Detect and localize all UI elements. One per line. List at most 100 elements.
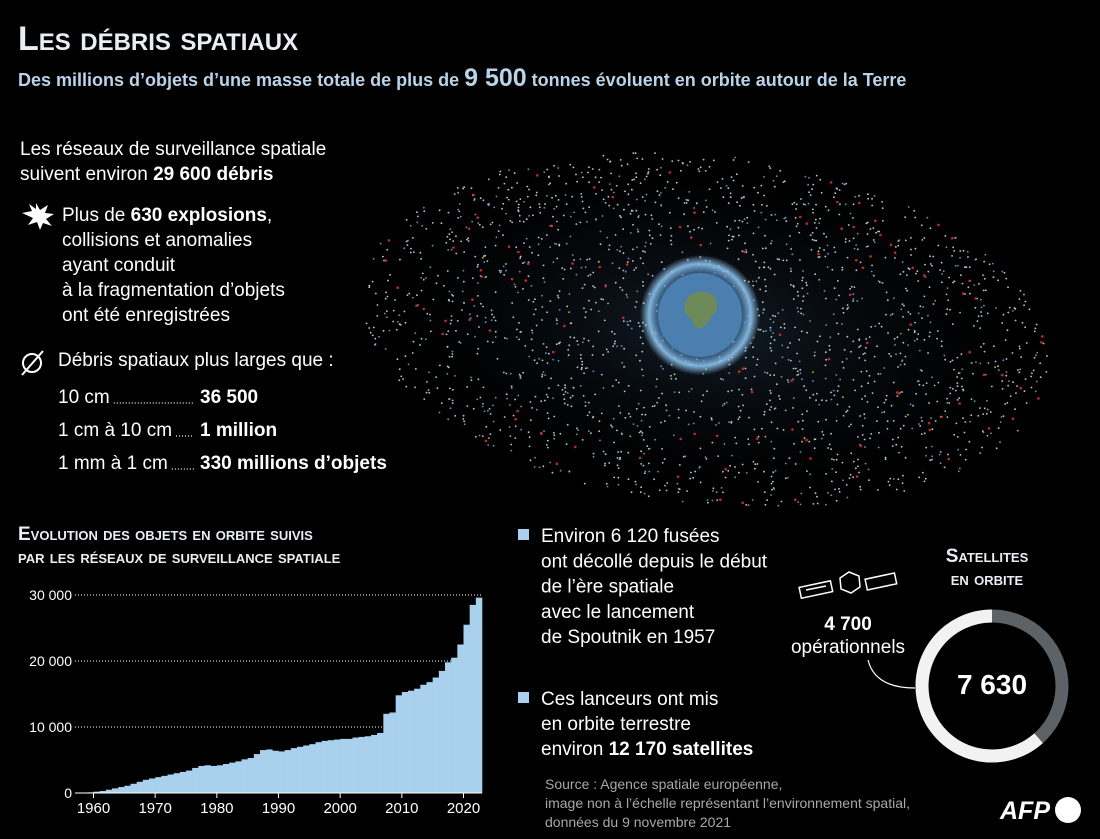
bar <box>327 740 335 793</box>
bar <box>445 662 452 793</box>
size-label: 10 cm <box>58 387 110 408</box>
subtitle-text: Des millions d’objets d’une masse totale… <box>18 70 464 90</box>
bar <box>426 682 433 793</box>
fact-text: , <box>267 205 272 226</box>
source: Source : Agence spatiale européenne, <box>545 776 782 792</box>
bar <box>315 742 322 793</box>
y-tick-label: 20 000 <box>29 653 72 669</box>
bar <box>401 692 409 793</box>
debris-image <box>356 146 1054 514</box>
x-tick-label: 2010 <box>385 800 418 817</box>
bar <box>414 688 421 793</box>
bar <box>297 746 304 793</box>
bar <box>420 684 427 793</box>
bar <box>383 713 390 793</box>
bar <box>229 762 236 793</box>
size-label: 1 cm à 10 cm <box>58 420 172 441</box>
fact-number: 630 explosions <box>131 205 267 226</box>
bar <box>223 763 230 793</box>
bar <box>130 783 137 793</box>
fact-text: en orbite terrestre <box>541 714 691 735</box>
bar <box>142 779 150 793</box>
source: données du 9 novembre 2021 <box>545 814 731 830</box>
donut-operational-arc <box>915 609 1043 763</box>
bar <box>260 750 267 793</box>
operational-label: opérationnels <box>791 637 905 658</box>
bar <box>290 748 298 793</box>
x-tick-label: 1960 <box>77 800 110 817</box>
bullet <box>518 529 529 540</box>
debris-dots <box>384 171 1044 505</box>
bar <box>149 778 156 793</box>
bar <box>457 644 464 793</box>
bar <box>463 624 470 793</box>
bar <box>241 759 248 793</box>
source: image non à l’échelle représentant l’env… <box>545 795 910 811</box>
x-tick-label: 2020 <box>447 800 480 817</box>
bar <box>272 750 279 793</box>
fact-text: avec le lancement <box>541 602 695 623</box>
fact-text: environ <box>541 739 609 760</box>
y-tick-label: 10 000 <box>29 719 72 735</box>
fact-text: collisions et anomalies <box>62 230 252 251</box>
bar <box>173 773 181 793</box>
fact-text: Plus de <box>62 205 131 226</box>
bar <box>284 750 292 793</box>
bar <box>216 765 224 793</box>
bar <box>451 657 458 793</box>
bar <box>155 777 162 793</box>
bar <box>167 774 174 793</box>
debris-dots <box>372 156 1039 507</box>
bar <box>377 732 384 793</box>
satellite-icon <box>798 571 898 600</box>
bar <box>432 677 440 793</box>
bar <box>469 604 477 793</box>
bar <box>198 765 205 793</box>
bullet <box>518 692 529 703</box>
donut-title: en orbite <box>951 569 1024 590</box>
fact-text: de l’ère spatiale <box>541 577 674 598</box>
bar <box>364 736 372 793</box>
bar <box>105 789 113 793</box>
bar <box>340 738 347 793</box>
earth-land <box>684 291 718 328</box>
bar <box>93 791 100 793</box>
bar <box>321 740 329 793</box>
chart-title: Evolution des objets en orbite suivis <box>18 524 313 545</box>
bar <box>371 734 378 793</box>
fact-text: suivent environ <box>20 164 153 185</box>
size-label: 1 mm à 1 cm <box>58 453 168 474</box>
bar <box>161 775 168 793</box>
fact-text: Débris spatiaux plus larges que : <box>58 350 334 371</box>
fact-text: ayant conduit <box>62 255 176 276</box>
fact-text: à la fragmentation d’objets <box>62 280 285 301</box>
bar <box>253 754 261 793</box>
bar <box>475 597 483 793</box>
fact-text: ont décollé depuis le début <box>541 551 768 572</box>
fact-text: de Spoutnik en 1957 <box>541 627 715 648</box>
explosion-icon <box>22 203 54 230</box>
bar <box>179 771 187 793</box>
size-value: 1 million <box>200 420 277 441</box>
bar <box>408 690 415 793</box>
y-tick-label: 0 <box>64 785 72 801</box>
bar <box>346 738 353 793</box>
subtitle-text: tonnes évoluent en orbite autour de la T… <box>527 70 907 90</box>
bar <box>352 737 359 793</box>
y-tick-label: 30 000 <box>29 587 72 603</box>
diameter-icon <box>21 350 44 376</box>
logo-circle <box>1055 797 1081 823</box>
leader-line <box>867 659 916 689</box>
bar <box>204 765 211 793</box>
bar <box>118 787 125 793</box>
bar <box>112 788 119 793</box>
fact-number: 12 170 satellites <box>609 739 754 760</box>
donut-total: 7 630 <box>957 669 1027 700</box>
bar <box>247 758 255 793</box>
fact-text: Plus de 630 explosions, <box>62 205 272 226</box>
fact-text: environ 12 170 satellites <box>541 739 753 760</box>
bar <box>136 781 144 793</box>
bar <box>438 670 446 793</box>
fact-text: Environ 6 120 fusées <box>541 526 720 547</box>
subtitle-number: 9 500 <box>464 64 527 92</box>
